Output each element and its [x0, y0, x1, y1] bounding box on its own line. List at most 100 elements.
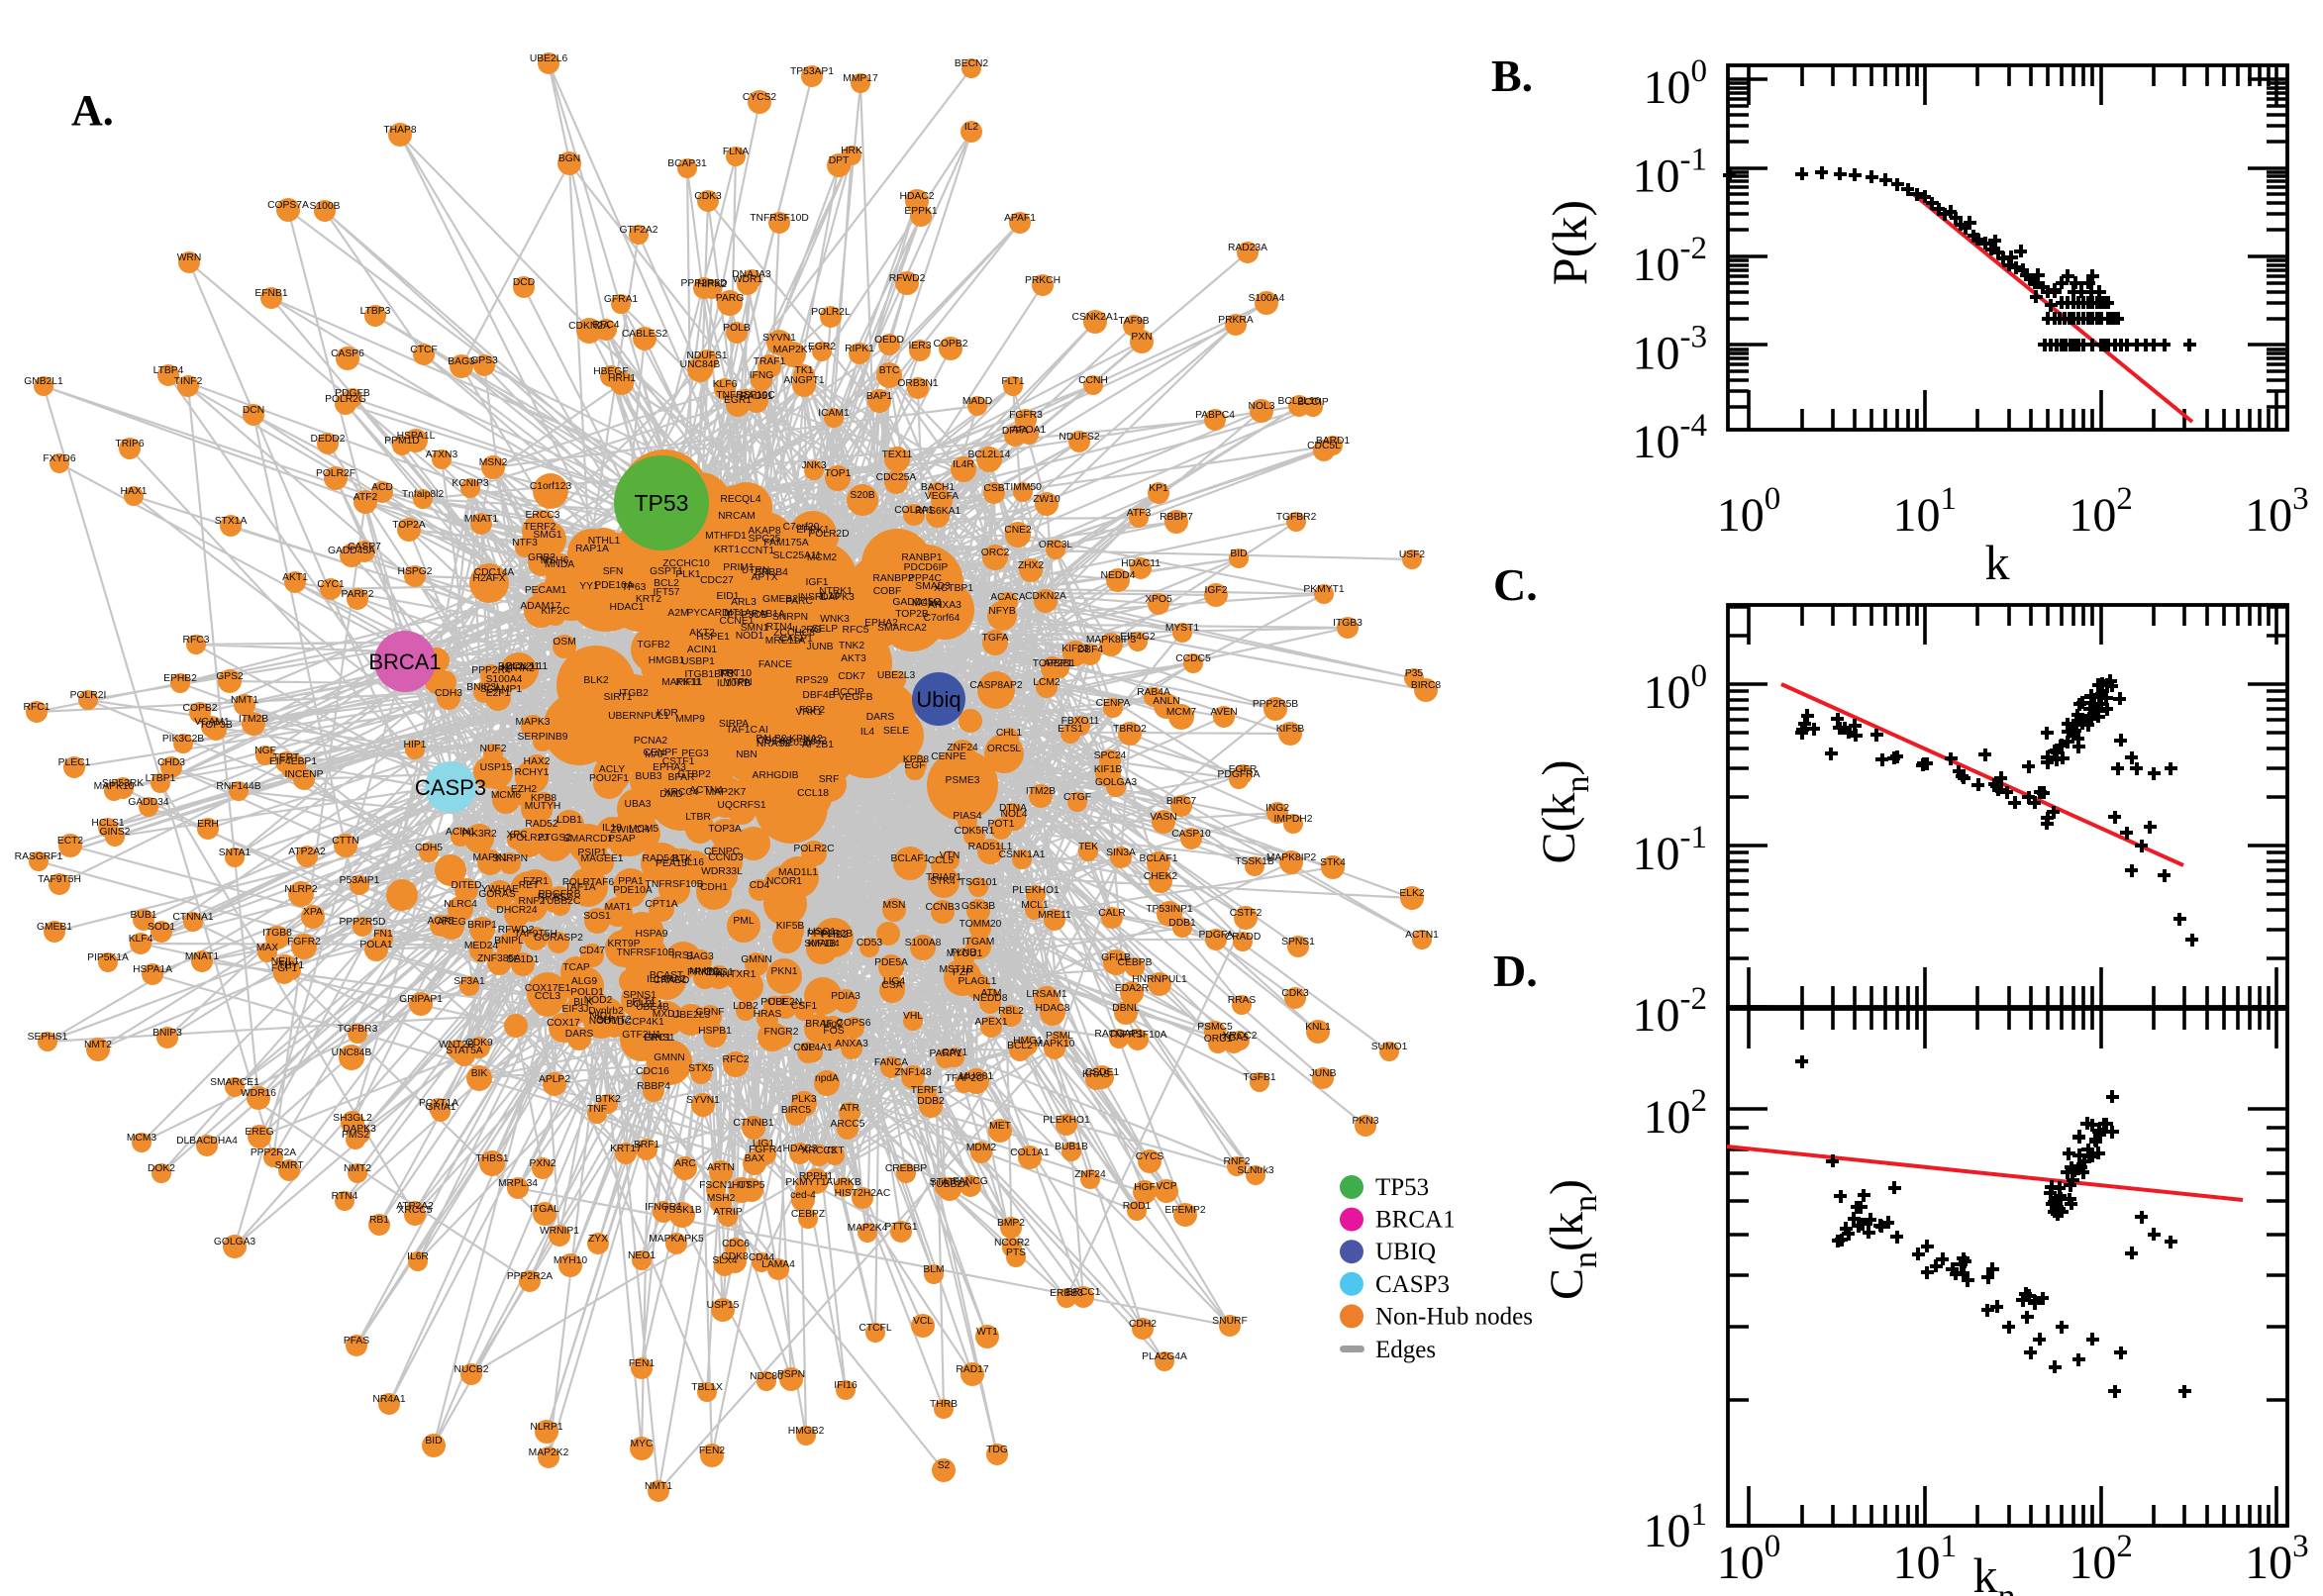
svg-text:PEG3: PEG3	[681, 748, 709, 759]
svg-text:KLF6: KLF6	[713, 379, 738, 390]
svg-text:PPP2R5D: PPP2R5D	[681, 278, 728, 289]
svg-text:SYVN1: SYVN1	[762, 333, 796, 344]
svg-text:INCENP: INCENP	[285, 769, 324, 780]
svg-text:EGFR: EGFR	[1229, 764, 1258, 775]
svg-text:DMD: DMD	[659, 789, 682, 800]
svg-text:INSR: INSR	[798, 592, 823, 603]
svg-text:CASP3: CASP3	[1375, 1271, 1450, 1298]
svg-text:IL10: IL10	[820, 591, 840, 602]
svg-text:KIF1B: KIF1B	[808, 939, 837, 949]
svg-text:CD53: CD53	[857, 938, 883, 948]
svg-text:CASP10: CASP10	[1171, 829, 1211, 840]
svg-text:POLA1: POLA1	[359, 940, 392, 950]
svg-text:FANCG: FANCG	[953, 1176, 987, 1187]
svg-text:CPT1A: CPT1A	[645, 899, 677, 910]
svg-text:GOLGA3: GOLGA3	[1095, 777, 1138, 788]
svg-text:TOP2B: TOP2B	[895, 609, 929, 620]
svg-text:GNB2L1: GNB2L1	[24, 376, 63, 387]
svg-text:PALB2: PALB2	[756, 734, 787, 745]
svg-text:SLNtrk3: SLNtrk3	[1237, 1165, 1273, 1176]
svg-text:MTPN: MTPN	[723, 677, 752, 688]
svg-text:LTBP1: LTBP1	[146, 773, 176, 784]
svg-text:CD44: CD44	[749, 1252, 775, 1263]
svg-text:CASP8AP2: CASP8AP2	[969, 680, 1023, 691]
svg-text:HSPA1L: HSPA1L	[397, 431, 436, 442]
svg-text:PFAS: PFAS	[344, 1336, 369, 1347]
svg-text:PLEKHO1: PLEKHO1	[1043, 1115, 1090, 1126]
svg-text:EIF4EBP1: EIF4EBP1	[269, 756, 317, 767]
svg-text:POLD1: POLD1	[570, 987, 604, 998]
svg-text:HAX1: HAX1	[121, 486, 148, 497]
svg-text:RNF2: RNF2	[519, 896, 546, 907]
svg-text:PRIM1: PRIM1	[723, 562, 755, 573]
svg-text:IL10RB: IL10RB	[717, 678, 751, 689]
svg-text:SMG1: SMG1	[533, 530, 561, 541]
svg-text:LTBR: LTBR	[685, 812, 711, 823]
svg-text:STX1A: STX1A	[215, 516, 248, 527]
svg-text:NGF: NGF	[254, 746, 276, 756]
svg-text:ATRIP: ATRIP	[713, 1207, 743, 1218]
svg-text:XRCC2: XRCC2	[1223, 1031, 1258, 1042]
svg-text:MCM3: MCM3	[127, 1133, 157, 1144]
svg-text:PARP2: PARP2	[341, 589, 373, 600]
svg-text:RAD51L1: RAD51L1	[968, 842, 1013, 852]
svg-text:BUB3: BUB3	[636, 771, 662, 782]
svg-text:TEK: TEK	[1078, 842, 1098, 852]
svg-text:RFC4: RFC4	[593, 320, 620, 331]
svg-text:FGF1: FGF1	[271, 963, 298, 974]
svg-text:MAP2K7: MAP2K7	[773, 345, 814, 355]
svg-text:SE1D1: SE1D1	[507, 954, 540, 965]
svg-text:GMNN: GMNN	[741, 954, 771, 965]
svg-text:BUB1: BUB1	[131, 910, 157, 921]
svg-text:PABPC4: PABPC4	[1195, 410, 1235, 421]
svg-text:AP2B1: AP2B1	[1044, 658, 1075, 669]
svg-text:AVEN: AVEN	[1210, 707, 1237, 718]
svg-text:IL16: IL16	[684, 857, 704, 868]
svg-text:UBE2N: UBE2N	[768, 997, 802, 1008]
svg-text:BCL2: BCL2	[1007, 1041, 1033, 1051]
svg-text:BAP1: BAP1	[866, 391, 893, 402]
svg-text:TGFA: TGFA	[982, 633, 1009, 644]
svg-text:FGF2: FGF2	[799, 705, 826, 716]
svg-text:PPP2R2B: PPP2R2B	[807, 929, 853, 940]
svg-text:BAG3: BAG3	[448, 356, 475, 367]
svg-text:S20B: S20B	[850, 490, 874, 501]
svg-text:SNRPN: SNRPN	[492, 853, 528, 864]
svg-text:CDK8: CDK8	[721, 1251, 749, 1262]
svg-text:ACP5: ACP5	[428, 916, 454, 927]
svg-text:RANBP1: RANBP1	[901, 552, 942, 563]
svg-text:TBL1X: TBL1X	[691, 1382, 723, 1393]
svg-text:LAMA4: LAMA4	[761, 1259, 795, 1270]
svg-text:PLK3: PLK3	[791, 1094, 816, 1105]
svg-text:TNFRSF10B: TNFRSF10B	[617, 948, 675, 958]
svg-text:ATF2: ATF2	[354, 492, 378, 503]
svg-text:EPHB2: EPHB2	[163, 673, 197, 684]
svg-text:FZR1: FZR1	[523, 876, 549, 887]
svg-text:GTF2A2: GTF2A2	[620, 225, 658, 236]
svg-text:MCM6: MCM6	[491, 790, 522, 801]
svg-text:CDCA8: CDCA8	[758, 736, 792, 747]
svg-text:SIP53RK: SIP53RK	[102, 778, 144, 789]
svg-text:PLAGL1: PLAGL1	[959, 976, 997, 987]
svg-text:BTC: BTC	[879, 365, 900, 376]
svg-text:DDB1: DDB1	[1168, 918, 1196, 929]
svg-text:TFAP2C: TFAP2C	[946, 1073, 984, 1084]
svg-text:CASP7: CASP7	[348, 542, 381, 552]
svg-text:HDAC3: HDAC3	[783, 1144, 818, 1154]
svg-text:FLT1: FLT1	[1001, 376, 1025, 387]
svg-text:IFI16: IFI16	[834, 1380, 858, 1391]
svg-text:NUF2: NUF2	[480, 744, 507, 754]
svg-text:UBE4B: UBE4B	[636, 1002, 669, 1013]
svg-text:SMAD3: SMAD3	[915, 581, 951, 592]
svg-text:SEPHS1: SEPHS1	[28, 1032, 68, 1043]
svg-text:DEDD2: DEDD2	[311, 434, 346, 445]
svg-text:ORC1: ORC1	[1204, 1034, 1233, 1045]
svg-text:npdA: npdA	[815, 1073, 839, 1084]
svg-text:PML: PML	[733, 916, 754, 927]
svg-text:POLR2G: POLR2G	[325, 394, 366, 405]
svg-text:TAF1A: TAF1A	[564, 882, 595, 893]
svg-text:FN1: FN1	[373, 929, 393, 940]
svg-text:NMT1: NMT1	[231, 695, 258, 706]
svg-text:PXN: PXN	[1131, 332, 1152, 343]
svg-text:CDKN2A: CDKN2A	[568, 321, 610, 332]
